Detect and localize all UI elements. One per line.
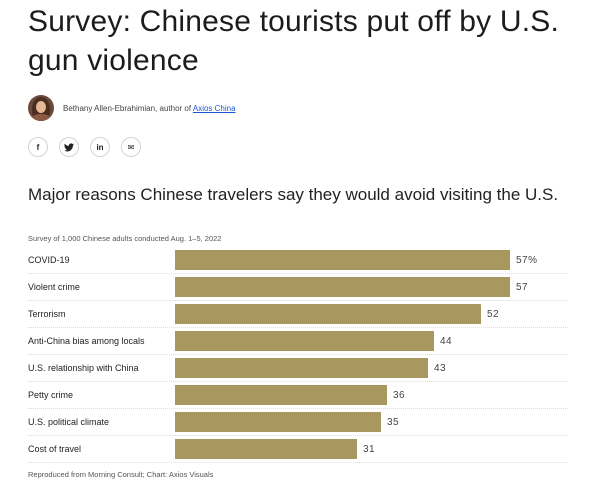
- bar-label: Anti-China bias among locals: [28, 336, 145, 346]
- email-icon[interactable]: ✉: [121, 137, 141, 157]
- share-buttons: f in ✉: [28, 137, 141, 157]
- facebook-icon[interactable]: f: [28, 137, 48, 157]
- author-avatar[interactable]: [28, 95, 54, 121]
- bar-row: Anti-China bias among locals 44: [28, 329, 568, 356]
- bar-row: U.S. relationship with China 43: [28, 356, 568, 383]
- bar-row: Cost of travel 31: [28, 437, 568, 464]
- byline-text: Bethany Allen-Ebrahimian, author of Axio…: [63, 104, 236, 113]
- axios-china-link[interactable]: Axios China: [192, 103, 236, 113]
- chart-title: Major reasons Chinese travelers say they…: [28, 185, 559, 204]
- bar-row: Petty crime 36: [28, 383, 568, 410]
- headline: Survey: Chinese tourists put off by U.S.…: [28, 5, 560, 77]
- bar: [175, 412, 381, 432]
- bar-chart: COVID-19 57% Violent crime 57 Terrorism 52 Ant…: [28, 248, 568, 464]
- chart-subtitle: Survey of 1,000 Chinese adults conducted…: [28, 234, 222, 243]
- bar: [175, 250, 510, 270]
- bar-value-label: 35: [387, 417, 400, 428]
- bar-label: COVID-19: [28, 255, 70, 265]
- bar-value-label: 57: [516, 282, 529, 293]
- bar-value-label: 36: [393, 390, 406, 401]
- bar-row: Violent crime 57: [28, 275, 568, 302]
- twitter-icon[interactable]: [59, 137, 79, 157]
- bar: [175, 304, 481, 324]
- bar-row: COVID-19 57%: [28, 248, 568, 275]
- bar: [175, 331, 434, 351]
- chart-source: Reproduced from Morning Consult; Chart: …: [28, 470, 214, 479]
- bar-value-label: 43: [434, 363, 447, 374]
- bar: [175, 277, 510, 297]
- bar-label: Terrorism: [28, 309, 66, 319]
- bar-label: Petty crime: [28, 390, 74, 400]
- bar-row: U.S. political climate 35: [28, 410, 568, 437]
- bar: [175, 358, 428, 378]
- bar-value-label: 52: [487, 309, 500, 320]
- twitter-bird-glyph: [64, 142, 74, 151]
- byline: Bethany Allen-Ebrahimian, author of Axio…: [28, 94, 236, 122]
- bar-row: Terrorism 52: [28, 302, 568, 329]
- byline-prefix: Bethany Allen-Ebrahimian, author of: [63, 103, 193, 113]
- bar: [175, 385, 387, 405]
- bar: [175, 439, 357, 459]
- linkedin-icon[interactable]: in: [90, 137, 110, 157]
- bar-value-label: 44: [440, 336, 453, 347]
- bar-label: U.S. political climate: [28, 417, 110, 427]
- bar-value-label: 31: [363, 444, 376, 455]
- bar-label: Cost of travel: [28, 444, 82, 454]
- bar-label: U.S. relationship with China: [28, 363, 139, 373]
- bar-label: Violent crime: [28, 282, 80, 292]
- bar-value-label: 57%: [516, 255, 538, 266]
